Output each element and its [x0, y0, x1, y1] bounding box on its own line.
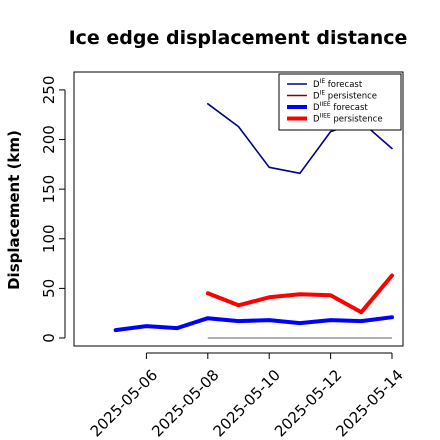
y-tick-label: 200 [40, 125, 58, 154]
series-line-2 [113, 315, 394, 333]
legend-label: DIIEE persistence [313, 113, 383, 125]
series-line-3 [205, 273, 394, 315]
legend-label: DIIEE forecast [313, 101, 368, 113]
legend-label: DIE persistence [313, 90, 377, 102]
y-tick-label: 100 [40, 224, 58, 253]
y-tick-label: 150 [40, 175, 58, 204]
series-layer [113, 103, 394, 339]
y-axis-label: Displacement (km) [5, 130, 23, 290]
legend-label: DIE forecast [313, 78, 363, 90]
y-tick-label: 50 [40, 279, 58, 298]
y-tick-label: 250 [40, 76, 58, 105]
chart-title: Ice edge displacement distance [69, 27, 408, 49]
y-axis: 0 50 100 150 200 250 [40, 76, 66, 343]
plot-area [73, 71, 404, 347]
x-axis: 2025-05-062025-05-082025-05-102025-05-12… [87, 352, 407, 440]
y-tick-label: 0 [40, 333, 58, 343]
